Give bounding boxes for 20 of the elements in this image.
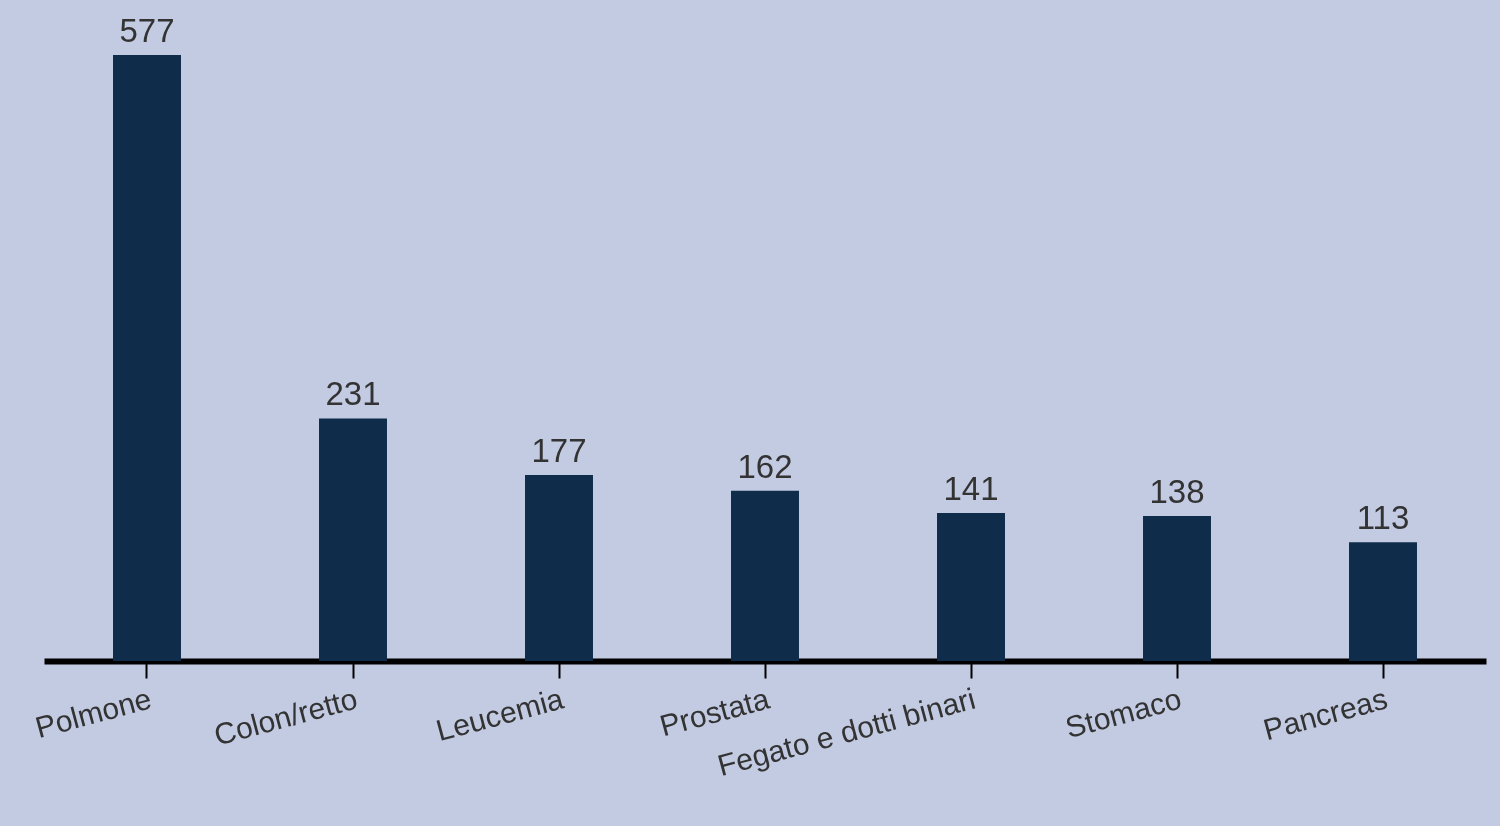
x-tick-label: Colon/retto: [210, 681, 361, 752]
bar: [937, 512, 1005, 661]
x-tick-label: Stomaco: [1061, 681, 1185, 745]
data-label: 177: [531, 432, 587, 470]
bar: [525, 475, 593, 661]
bar: [731, 490, 799, 661]
x-tick-label: Prostata: [656, 681, 774, 743]
bar: [1143, 516, 1211, 661]
data-label: 162: [737, 447, 793, 485]
data-label: 231: [325, 375, 381, 413]
data-label: 138: [1149, 473, 1205, 511]
data-label: 141: [943, 469, 999, 507]
x-tick-label: Polmone: [31, 681, 155, 745]
x-tick-label: Leucemia: [432, 681, 568, 748]
bar: [1349, 542, 1417, 661]
data-label: 113: [1356, 499, 1410, 537]
data-label: 577: [119, 12, 175, 49]
x-tick-label: Pancreas: [1259, 681, 1391, 747]
bar: [319, 418, 387, 661]
bar: [113, 55, 181, 661]
